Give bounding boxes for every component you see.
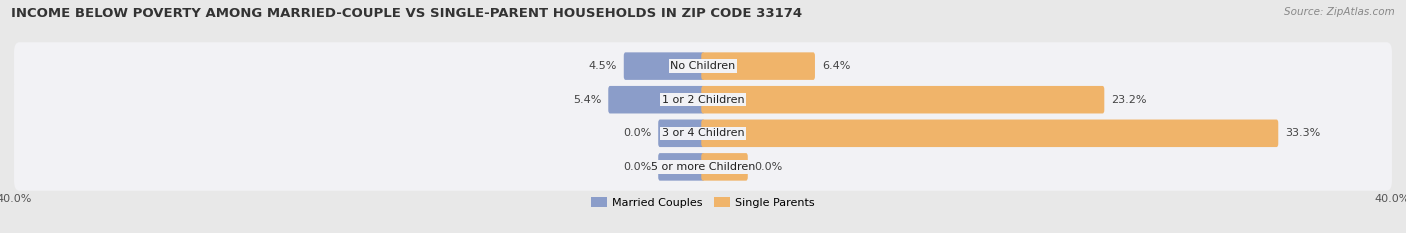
Text: 4.5%: 4.5% — [589, 61, 617, 71]
FancyBboxPatch shape — [14, 110, 1392, 157]
Text: 0.0%: 0.0% — [755, 162, 783, 172]
Legend: Married Couples, Single Parents: Married Couples, Single Parents — [586, 193, 820, 212]
Text: No Children: No Children — [671, 61, 735, 71]
Text: 0.0%: 0.0% — [623, 128, 651, 138]
FancyBboxPatch shape — [609, 86, 704, 113]
FancyBboxPatch shape — [702, 153, 748, 181]
Text: 23.2%: 23.2% — [1111, 95, 1147, 105]
FancyBboxPatch shape — [14, 42, 1392, 90]
FancyBboxPatch shape — [658, 120, 704, 147]
FancyBboxPatch shape — [702, 120, 1278, 147]
FancyBboxPatch shape — [14, 143, 1392, 191]
FancyBboxPatch shape — [702, 52, 815, 80]
FancyBboxPatch shape — [624, 52, 704, 80]
FancyBboxPatch shape — [14, 76, 1392, 123]
Text: INCOME BELOW POVERTY AMONG MARRIED-COUPLE VS SINGLE-PARENT HOUSEHOLDS IN ZIP COD: INCOME BELOW POVERTY AMONG MARRIED-COUPL… — [11, 7, 803, 20]
Text: 6.4%: 6.4% — [823, 61, 851, 71]
Text: 5 or more Children: 5 or more Children — [651, 162, 755, 172]
Text: 3 or 4 Children: 3 or 4 Children — [662, 128, 744, 138]
Text: Source: ZipAtlas.com: Source: ZipAtlas.com — [1284, 7, 1395, 17]
Text: 1 or 2 Children: 1 or 2 Children — [662, 95, 744, 105]
Text: 5.4%: 5.4% — [574, 95, 602, 105]
FancyBboxPatch shape — [702, 86, 1104, 113]
Text: 0.0%: 0.0% — [623, 162, 651, 172]
FancyBboxPatch shape — [658, 153, 704, 181]
Text: 33.3%: 33.3% — [1285, 128, 1320, 138]
